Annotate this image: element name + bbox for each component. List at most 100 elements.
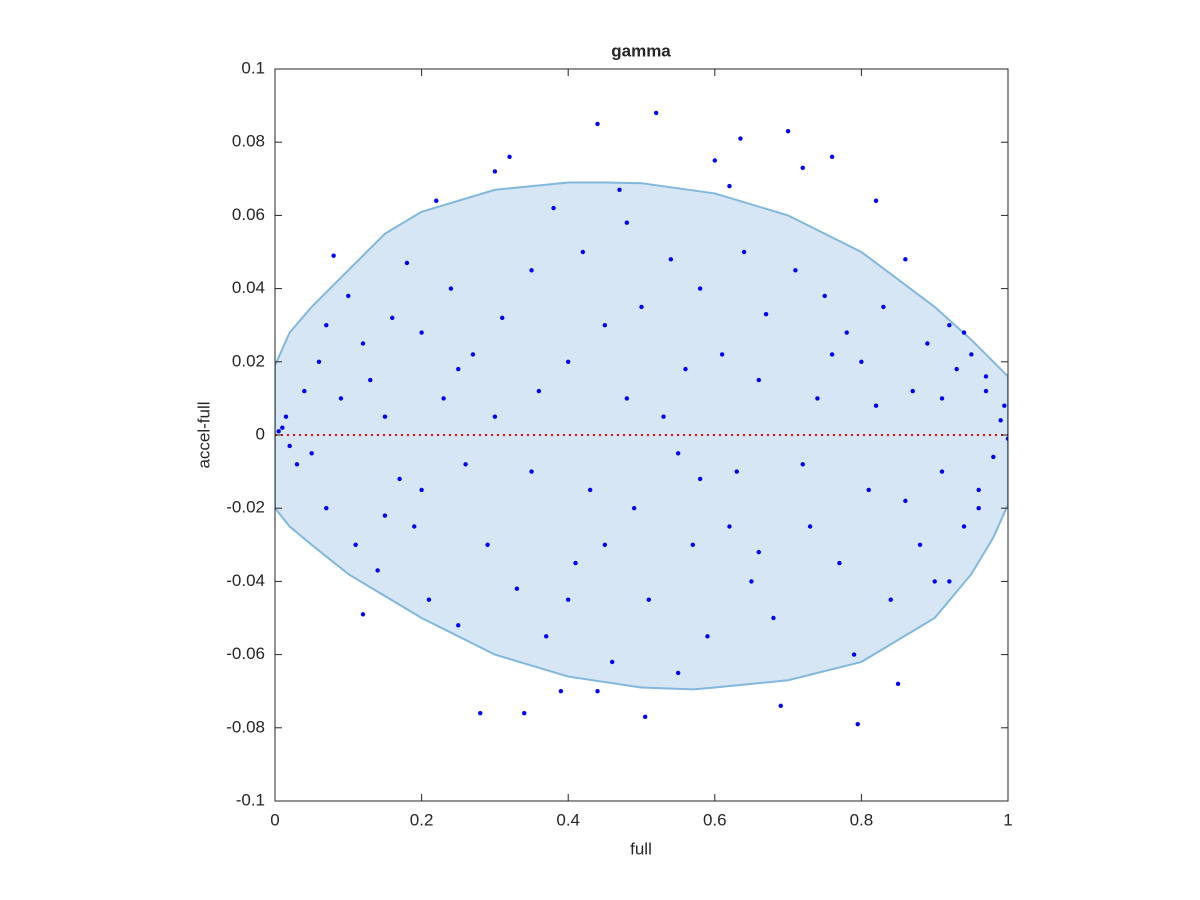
scatter-point (276, 429, 281, 434)
scatter-point (507, 154, 512, 160)
scatter-point (675, 670, 681, 676)
scatter-point (1002, 403, 1007, 408)
scatter-point (470, 352, 476, 357)
scatter-point (287, 443, 292, 449)
scatter-point (697, 476, 703, 482)
scatter-point (829, 154, 835, 160)
scatter-point (844, 330, 849, 335)
scatter-point (463, 462, 468, 467)
scatter-point (873, 403, 879, 408)
scatter-point (741, 249, 747, 255)
scatter-point (419, 487, 424, 493)
scatter-point (631, 506, 637, 511)
scatter-point (602, 542, 608, 547)
x-tick-label: 0.2 (410, 810, 434, 829)
scatter-point (448, 286, 454, 291)
scatter-point (917, 542, 923, 547)
y-tick-label: -0.02 (226, 498, 265, 517)
scatter-point (441, 396, 446, 401)
scatter-point (331, 253, 336, 258)
axes-layer: 0 0.2 0.4 0.6 0.8 1 -0.1 -0.08 -0.06 -0.04 -0.02 0 0… (226, 58, 1012, 829)
y-tick-label: 0 (256, 424, 265, 443)
scatter-point (705, 634, 710, 639)
scatter-point (456, 366, 461, 372)
scatter-point (668, 257, 674, 262)
y-tick-label: 0.08 (232, 132, 265, 151)
scatter-point (756, 549, 761, 555)
scatter-point (961, 330, 967, 335)
scatter-point (492, 169, 498, 174)
scatter-point (727, 183, 732, 189)
scatter-point (932, 579, 937, 584)
scatter-point (566, 597, 571, 602)
scatter-point (529, 268, 534, 273)
scatter-point (602, 323, 608, 328)
scatter-point (983, 388, 989, 394)
x-tick-label: 1 (1003, 810, 1012, 829)
y-axis-label: accel-full (194, 401, 213, 468)
scatter-point (785, 129, 791, 134)
scatter-point (390, 315, 395, 321)
scatter-point (954, 366, 959, 372)
scatter-point (778, 703, 783, 709)
scatter-point (522, 710, 527, 716)
scatter-point (316, 359, 322, 364)
scatter-point (324, 506, 329, 511)
scatter-point (500, 315, 505, 321)
scatter-point (587, 487, 593, 493)
scatter-point (280, 425, 285, 430)
scatter-point (873, 198, 879, 203)
scatter-point (903, 498, 908, 504)
scatter-point (324, 323, 329, 328)
x-tick-label: 0.8 (850, 810, 874, 829)
scatter-point (294, 462, 300, 467)
y-tick-label: 0.1 (241, 58, 265, 77)
scatter-point (719, 352, 725, 357)
scatter-point (727, 524, 732, 529)
scatter-point (983, 374, 989, 379)
scatter-point (947, 323, 952, 328)
scatter-point (624, 396, 630, 401)
scatter-point (595, 689, 600, 694)
scatter-point (346, 293, 351, 299)
scatter-point (697, 286, 703, 291)
scatter-point (580, 249, 586, 255)
scatter-point (456, 623, 461, 628)
y-tick-label: -0.06 (226, 644, 265, 663)
y-tick-label: 0.06 (232, 205, 265, 224)
scatter-point (859, 359, 864, 364)
scatter-point (492, 414, 498, 419)
scatter-point (397, 476, 402, 482)
scatter-point (624, 220, 630, 225)
plot-layer (275, 110, 1008, 727)
x-tick-label: 0.6 (703, 810, 727, 829)
scatter-point (360, 612, 366, 617)
scatter-point (734, 469, 739, 474)
scatter-point (998, 418, 1003, 423)
scatter-point (675, 451, 681, 456)
scatter-point (822, 293, 827, 299)
scatter-point (573, 560, 578, 566)
scatter-point (888, 597, 893, 602)
scatter-point (566, 359, 571, 364)
scatter-point (939, 396, 945, 401)
scatter-point (382, 513, 388, 518)
scatter-point (382, 414, 388, 419)
scatter-point (947, 579, 952, 584)
scatter-point (302, 388, 307, 394)
x-tick-label: 0 (270, 810, 279, 829)
scatter-point (800, 165, 805, 171)
scatter-point (419, 330, 424, 335)
scatter-point (910, 388, 915, 394)
scatter-point (595, 121, 600, 127)
scatter-point (738, 136, 743, 141)
scatter-point (558, 689, 564, 694)
scatter-point (851, 652, 857, 657)
scatter-point (646, 597, 652, 602)
scatter-point (434, 198, 439, 203)
scatter-point (961, 524, 967, 529)
scatter-point (749, 579, 754, 584)
scatter-point (683, 366, 688, 372)
scatter-point (807, 524, 813, 529)
